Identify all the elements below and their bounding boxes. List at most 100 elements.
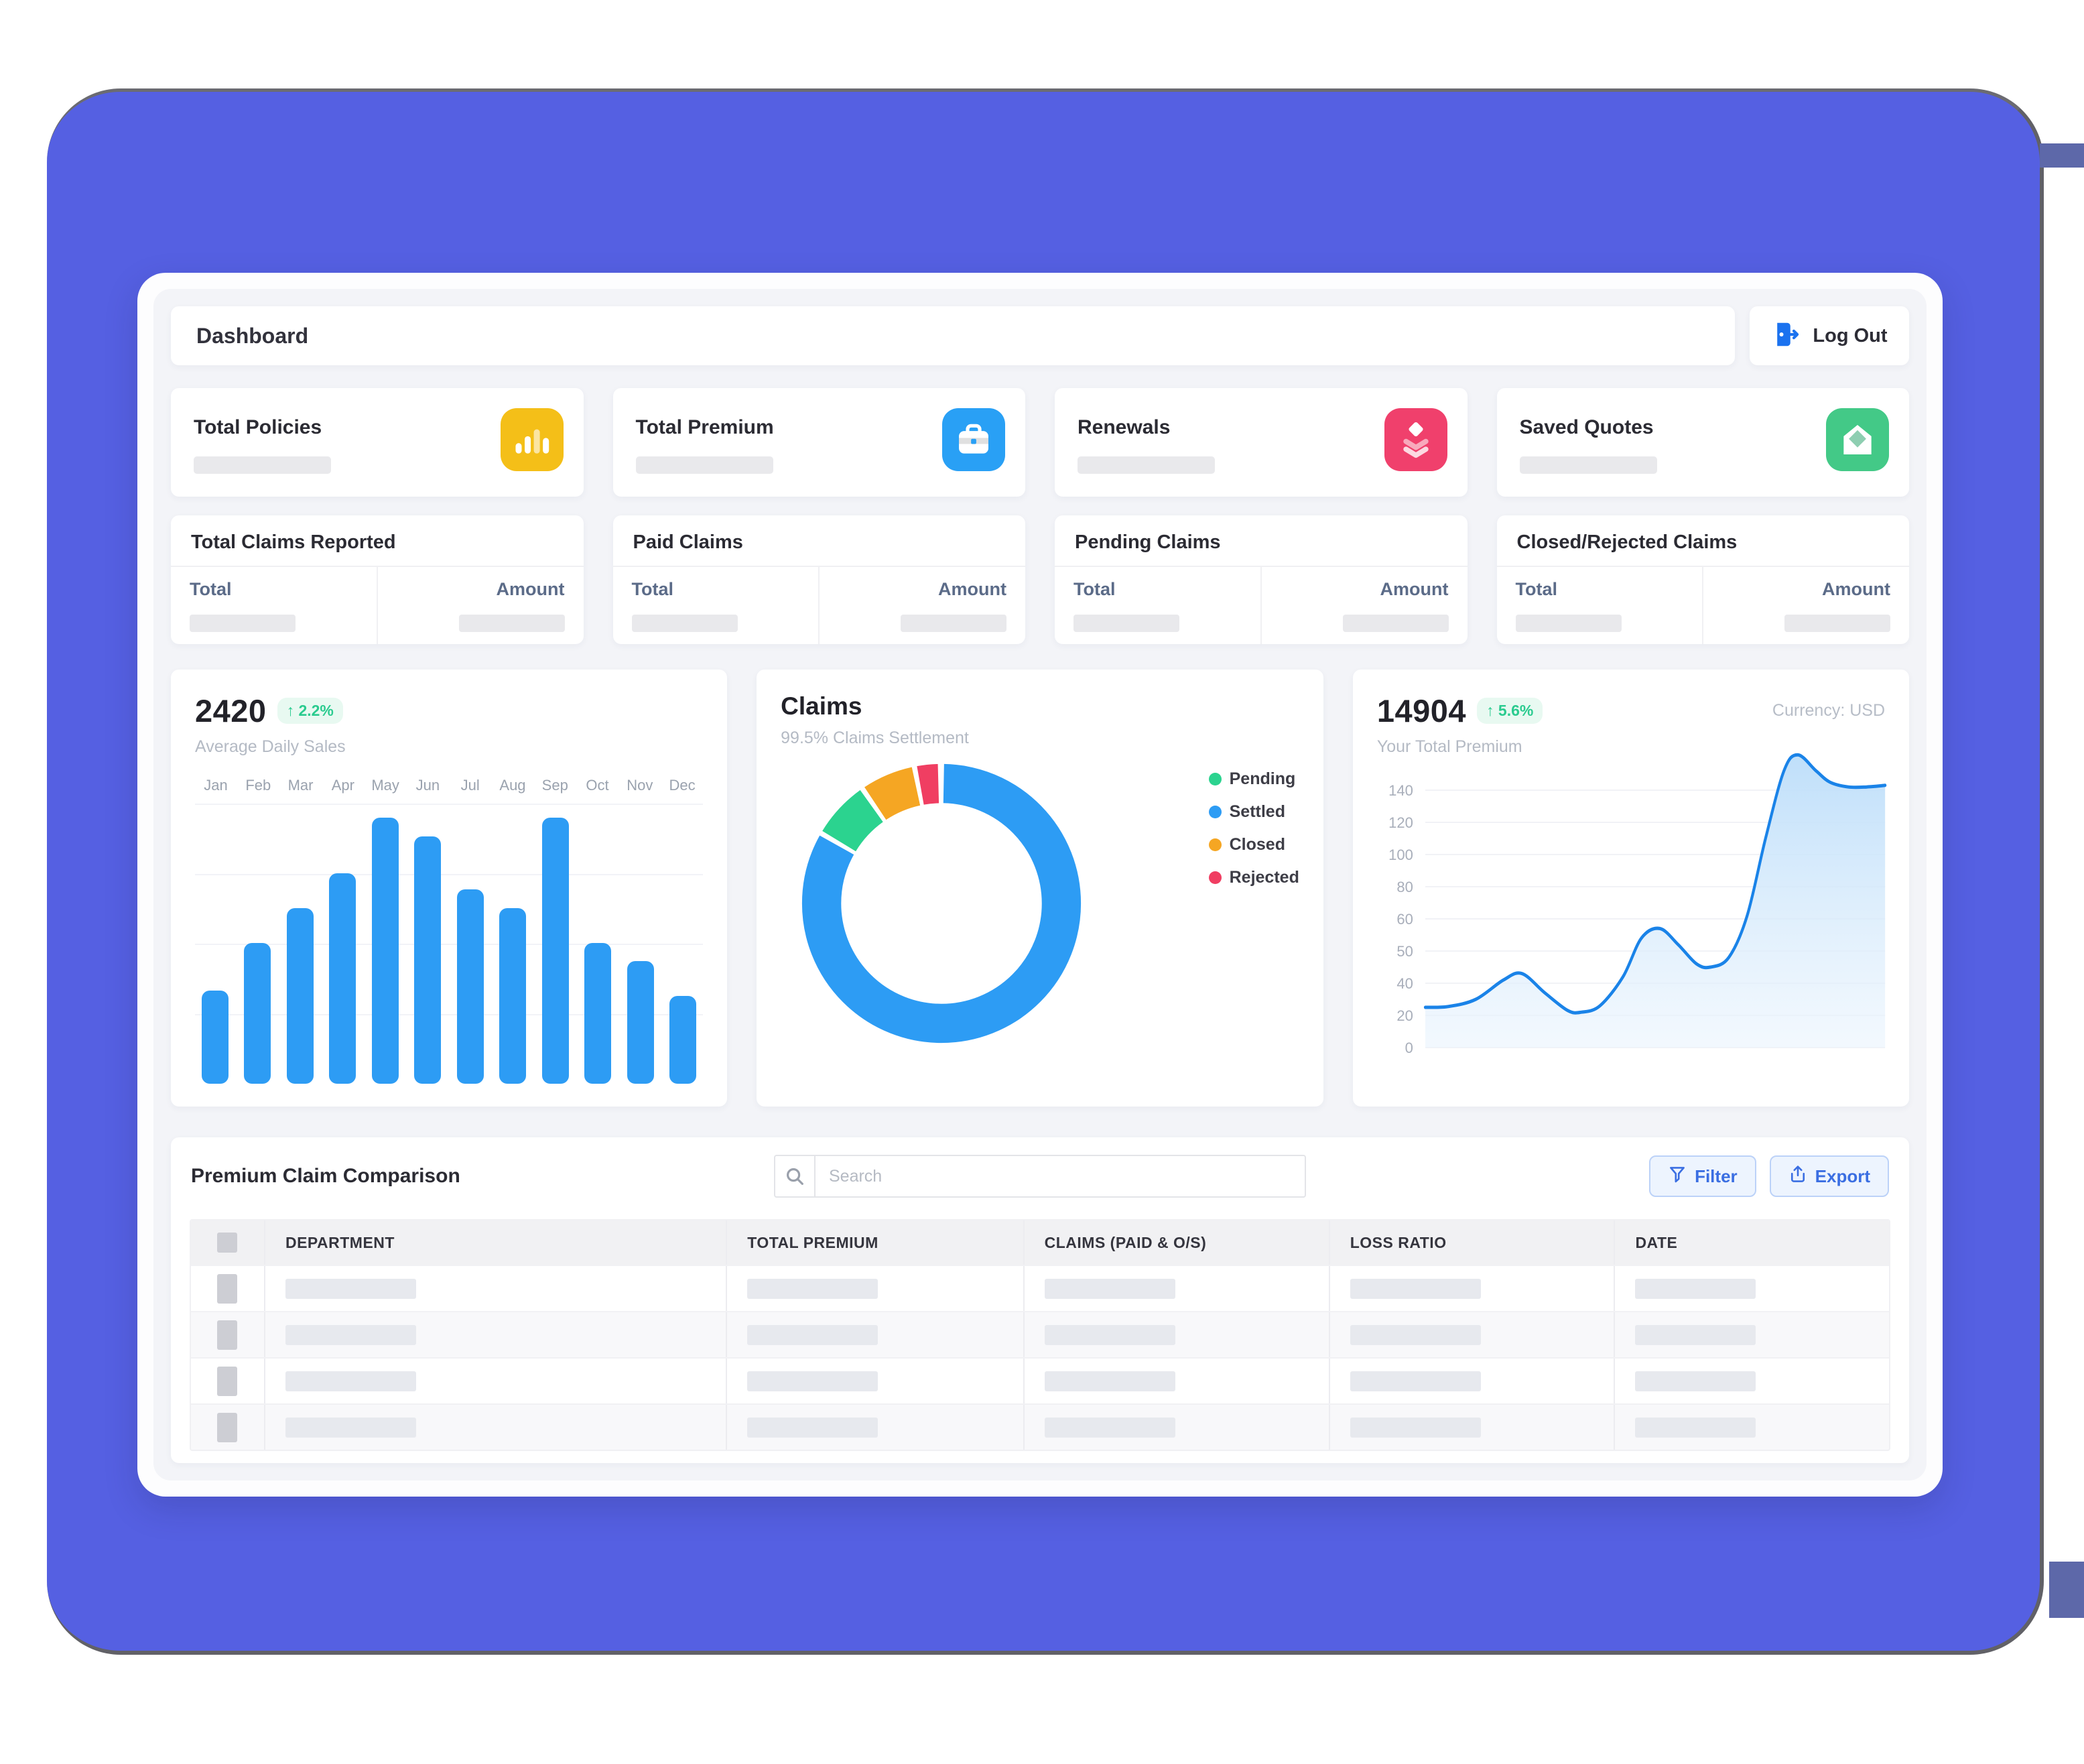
stat-card-renewals: Renewals — [1055, 388, 1468, 497]
select-all-checkbox[interactable] — [191, 1220, 264, 1265]
total-label: Total — [1515, 579, 1558, 599]
filter-button[interactable]: Filter — [1649, 1155, 1756, 1197]
y-axis-label: 60 — [1396, 911, 1413, 928]
premium-change-badge: ↑ 5.6% — [1477, 698, 1543, 724]
gridline — [195, 873, 704, 875]
bar — [202, 991, 229, 1084]
layers-icon — [1384, 408, 1447, 471]
cell-placeholder — [285, 1371, 416, 1391]
month-label: Apr — [331, 777, 354, 794]
legend-label: Rejected — [1229, 868, 1299, 887]
table-header-row: DEPARTMENT TOTAL PREMIUM CLAIMS (PAID & … — [191, 1220, 1889, 1265]
briefcase-icon — [942, 408, 1005, 471]
table-row[interactable] — [191, 1265, 1889, 1311]
column-header-department: DEPARTMENT — [285, 1233, 395, 1251]
claims-legend: Pending Settled Closed Rejected — [1208, 769, 1299, 1084]
row-checkbox[interactable] — [217, 1366, 238, 1396]
bar-chart-plot — [195, 804, 704, 1084]
month-label: Jul — [460, 777, 480, 794]
bar — [244, 942, 271, 1084]
legend-dot — [1208, 806, 1222, 818]
month-label: Jan — [204, 777, 228, 794]
cell-placeholder — [1350, 1278, 1481, 1299]
total-label: Total — [631, 579, 674, 599]
y-axis-label: 100 — [1388, 846, 1413, 863]
month-label: Jun — [415, 777, 440, 794]
claim-card-pending-claims: Pending Claims Total Amount — [1055, 515, 1468, 644]
bar — [627, 961, 654, 1084]
row-checkbox[interactable] — [217, 1412, 238, 1442]
premium-value: 14904 — [1376, 693, 1467, 729]
month-label: Aug — [499, 777, 526, 794]
y-axis-label: 20 — [1396, 1007, 1413, 1024]
table-row[interactable] — [191, 1403, 1889, 1450]
amount-label: Amount — [496, 579, 565, 599]
month-label: Feb — [245, 777, 271, 794]
value-placeholder — [1342, 615, 1449, 632]
cell-placeholder — [1635, 1324, 1756, 1345]
month-label: Oct — [586, 777, 609, 794]
legend-label: Pending — [1229, 769, 1296, 788]
cell-placeholder — [285, 1324, 416, 1345]
column-header-claims: CLAIMS (PAID & O/S) — [1044, 1233, 1207, 1251]
legend-dot — [1208, 773, 1222, 785]
claim-card-total-claims-reported: Total Claims Reported Total Amount — [171, 515, 584, 644]
cell-placeholder — [747, 1278, 878, 1299]
line-chart-y-axis: 140 120 100 80 60 50 40 20 0 — [1377, 766, 1425, 1084]
y-axis-label: 120 — [1388, 814, 1413, 831]
stat-cards-row: Total Policies Total Premium Renewals Sa… — [171, 388, 1909, 497]
bar — [541, 817, 569, 1084]
y-axis-label: 0 — [1405, 1040, 1413, 1056]
legend-item-settled: Settled — [1208, 802, 1299, 822]
bar — [456, 889, 484, 1084]
daily-sales-change-badge: ↑ 2.2% — [277, 698, 343, 724]
claim-card-title: Pending Claims — [1055, 515, 1468, 567]
stat-card-title: Renewals — [1078, 416, 1171, 438]
topbar-title-card: Dashboard — [171, 306, 1735, 365]
y-axis-label: 40 — [1396, 975, 1413, 992]
gridline — [195, 944, 704, 945]
cell-placeholder — [1044, 1324, 1175, 1345]
stat-card-title: Total Premium — [635, 416, 774, 438]
row-checkbox[interactable] — [217, 1273, 238, 1304]
topbar: Dashboard Log Out — [171, 306, 1909, 365]
cell-placeholder — [285, 1417, 416, 1438]
value-placeholder — [190, 615, 296, 632]
cell-placeholder — [1350, 1371, 1481, 1391]
table-body — [191, 1265, 1889, 1450]
logout-button[interactable]: Log Out — [1750, 306, 1909, 365]
bar — [584, 942, 612, 1084]
legend-dot — [1208, 871, 1222, 884]
cell-placeholder — [1044, 1417, 1175, 1438]
cell-placeholder — [1635, 1417, 1756, 1438]
row-checkbox[interactable] — [217, 1320, 238, 1350]
export-button[interactable]: Export — [1769, 1155, 1889, 1197]
table-search[interactable] — [774, 1155, 1306, 1198]
line-chart-plot — [1423, 753, 1887, 1084]
value-placeholder — [635, 456, 773, 474]
month-label: Nov — [627, 777, 653, 794]
claim-card-title: Paid Claims — [612, 515, 1025, 567]
premium-subtitle: Your Total Premium — [1376, 737, 1522, 756]
currency-note: Currency: USD — [1772, 701, 1885, 720]
cell-placeholder — [285, 1278, 416, 1299]
stat-card-total-premium: Total Premium — [612, 388, 1025, 497]
claims-chart-subtitle: 99.5% Claims Settlement — [781, 729, 969, 747]
table-row[interactable] — [191, 1357, 1889, 1403]
background-window-artifact — [2040, 143, 2084, 168]
claims-cards-row: Total Claims Reported Total Amount Paid … — [171, 515, 1909, 644]
amount-label: Amount — [938, 579, 1006, 599]
premium-line-chart-card: 14904 ↑ 5.6% Currency: USD Your Total Pr… — [1352, 670, 1909, 1107]
legend-item-closed: Closed — [1208, 835, 1299, 855]
search-input[interactable] — [816, 1156, 1305, 1196]
claim-card-title: Closed/Rejected Claims — [1496, 515, 1909, 567]
daily-sales-bar-chart-card: 2420 ↑ 2.2% Average Daily Sales Jan Feb Ma… — [171, 670, 728, 1107]
table-row[interactable] — [191, 1311, 1889, 1357]
bar-chart-icon — [500, 408, 564, 471]
value-placeholder — [458, 615, 565, 632]
filter-label: Filter — [1695, 1166, 1738, 1186]
bar — [329, 873, 356, 1084]
claim-card-paid-claims: Paid Claims Total Amount — [612, 515, 1025, 644]
gridline — [195, 1013, 704, 1015]
claims-donut-chart — [802, 763, 1082, 1044]
